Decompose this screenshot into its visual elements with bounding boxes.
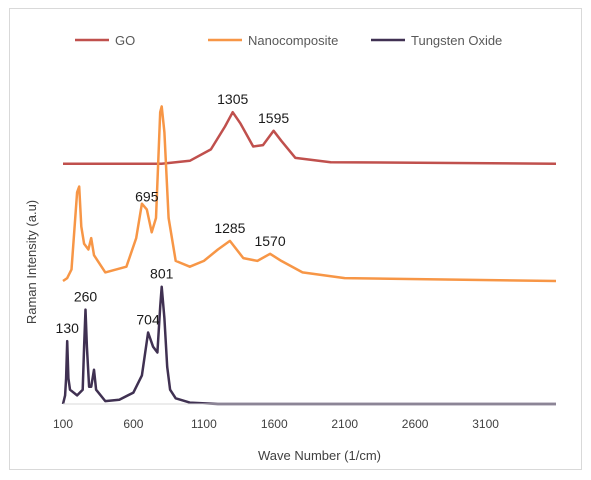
peak-label: 704 — [136, 311, 160, 327]
legend: GO Nanocomposite Tungsten Oxide — [75, 33, 502, 48]
x-tick-label: 1100 — [191, 417, 217, 431]
peak-label: 1285 — [214, 220, 245, 236]
x-tick-label: 600 — [123, 417, 143, 431]
legend-label: GO — [115, 33, 135, 48]
legend-label: Nanocomposite — [248, 33, 338, 48]
x-tick-label: 2600 — [402, 417, 429, 431]
peak-labels: 1305 1595 695 1285 1570 130 260 704 801 — [56, 91, 290, 336]
x-tick-label: 3100 — [472, 417, 499, 431]
x-tick-label: 100 — [53, 417, 73, 431]
series-line-2 — [61, 285, 556, 406]
peak-label: 801 — [150, 266, 174, 282]
peak-label: 1305 — [217, 91, 248, 107]
peak-label: 1570 — [254, 233, 285, 249]
y-axis-title: Raman Intensity (a.u) — [24, 200, 39, 324]
x-tick-label: 1600 — [261, 417, 288, 431]
series-line-1 — [62, 105, 557, 283]
series-line-0 — [63, 110, 557, 165]
legend-label: Tungsten Oxide — [411, 33, 502, 48]
peak-label: 1595 — [258, 110, 289, 126]
peak-label: 130 — [56, 320, 80, 336]
peak-label: 260 — [74, 289, 98, 305]
x-axis-title: Wave Number (1/cm) — [258, 448, 381, 463]
x-tick-labels: 100 600 1100 1600 2100 2600 3100 — [53, 417, 499, 431]
x-tick-label: 2100 — [331, 417, 358, 431]
chart-frame — [9, 8, 582, 470]
peak-label: 695 — [135, 188, 159, 204]
series-lines — [61, 105, 557, 406]
